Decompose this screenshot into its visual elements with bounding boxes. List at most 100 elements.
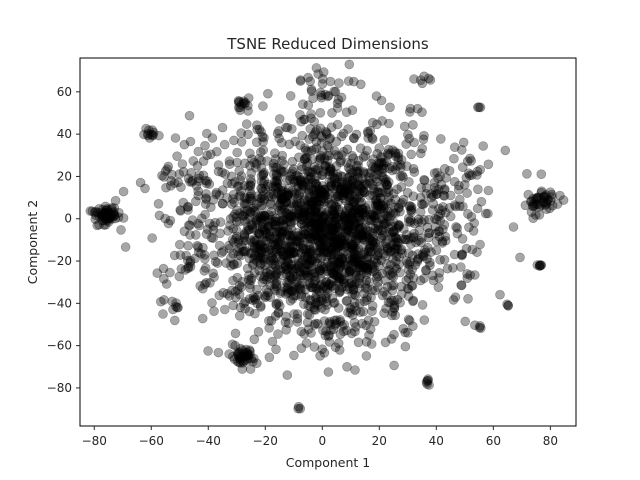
scatter-point xyxy=(311,125,322,135)
scatter-point xyxy=(377,225,388,235)
scatter-point xyxy=(316,252,327,263)
scatter-point xyxy=(343,163,354,173)
scatter-point xyxy=(101,209,111,220)
scatter-point xyxy=(346,239,357,250)
scatter-point xyxy=(321,128,332,138)
scatter-point xyxy=(358,261,369,272)
scatter-point xyxy=(380,176,391,187)
scatter-point xyxy=(224,240,234,251)
scatter-point xyxy=(314,155,325,165)
scatter-point xyxy=(301,338,312,348)
scatter-point xyxy=(239,192,250,203)
scatter-point xyxy=(315,281,325,291)
scatter-point xyxy=(334,240,345,250)
scatter-point xyxy=(461,243,472,254)
scatter-point xyxy=(309,304,320,315)
scatter-point xyxy=(282,257,292,267)
scatter-point xyxy=(287,235,298,245)
scatter-point xyxy=(355,207,366,217)
scatter-point xyxy=(335,233,345,243)
scatter-point xyxy=(335,316,345,327)
scatter-point xyxy=(240,209,250,219)
scatter-point xyxy=(319,243,330,254)
scatter-point xyxy=(286,253,296,264)
scatter-point xyxy=(347,200,358,211)
scatter-point xyxy=(367,180,378,191)
scatter-point xyxy=(285,171,296,181)
scatter-point xyxy=(356,255,366,266)
scatter-point xyxy=(213,166,224,177)
scatter-point xyxy=(420,247,431,258)
scatter-point xyxy=(227,235,238,245)
scatter-point xyxy=(351,234,361,244)
scatter-point xyxy=(281,324,292,335)
scatter-point xyxy=(316,193,326,203)
scatter-point xyxy=(108,208,118,218)
scatter-point xyxy=(441,173,452,183)
scatter-point xyxy=(347,105,358,115)
scatter-point xyxy=(345,303,355,313)
scatter-point xyxy=(389,295,399,306)
scatter-point xyxy=(382,266,393,276)
scatter-point xyxy=(271,344,281,355)
scatter-point xyxy=(433,184,444,195)
scatter-point xyxy=(392,294,403,305)
scatter-point xyxy=(313,165,323,175)
scatter-point xyxy=(252,212,263,222)
scatter-point xyxy=(324,318,335,329)
scatter-point xyxy=(305,278,315,289)
scatter-point xyxy=(273,329,283,339)
scatter-point xyxy=(295,239,306,249)
scatter-point xyxy=(100,208,110,219)
scatter-point xyxy=(369,316,380,327)
scatter-point xyxy=(276,185,287,196)
scatter-point xyxy=(422,379,432,389)
scatter-point xyxy=(243,181,254,191)
scatter-point xyxy=(309,190,319,200)
scatter-point xyxy=(357,203,368,214)
scatter-point xyxy=(253,290,263,301)
scatter-point xyxy=(316,187,326,197)
scatter-point xyxy=(434,203,444,214)
scatter-point xyxy=(329,219,340,230)
scatter-point xyxy=(333,338,344,349)
scatter-point xyxy=(307,252,318,262)
scatter-point xyxy=(300,225,311,235)
scatter-point xyxy=(416,237,426,248)
scatter-point xyxy=(102,205,113,215)
scatter-point xyxy=(351,244,361,255)
scatter-point xyxy=(193,247,204,257)
scatter-point xyxy=(308,93,318,103)
scatter-point xyxy=(368,263,378,273)
scatter-point xyxy=(385,208,396,218)
scatter-point xyxy=(307,177,318,188)
scatter-point xyxy=(292,205,302,216)
scatter-point xyxy=(206,202,216,212)
scatter-point xyxy=(311,283,321,293)
y-tick-label: 40 xyxy=(57,127,72,141)
scatter-point xyxy=(263,222,273,233)
scatter-point xyxy=(275,288,286,299)
scatter-point xyxy=(327,254,338,265)
scatter-point xyxy=(361,229,372,239)
scatter-point xyxy=(406,281,417,291)
scatter-point xyxy=(255,212,265,222)
scatter-point xyxy=(324,247,334,258)
scatter-point xyxy=(419,175,430,186)
scatter-point xyxy=(377,268,388,279)
scatter-point xyxy=(375,199,386,209)
scatter-point xyxy=(270,267,281,278)
scatter-point xyxy=(355,259,366,270)
scatter-point xyxy=(302,218,312,228)
scatter-point xyxy=(310,127,321,137)
x-tick-label: 0 xyxy=(318,434,326,448)
scatter-point xyxy=(364,200,374,210)
scatter-point xyxy=(252,191,263,201)
scatter-point xyxy=(335,315,346,325)
scatter-point xyxy=(321,161,331,171)
scatter-point xyxy=(255,147,266,157)
scatter-point xyxy=(288,248,299,258)
scatter-point xyxy=(241,193,252,204)
scatter-point xyxy=(412,254,423,265)
scatter-point xyxy=(387,161,398,172)
